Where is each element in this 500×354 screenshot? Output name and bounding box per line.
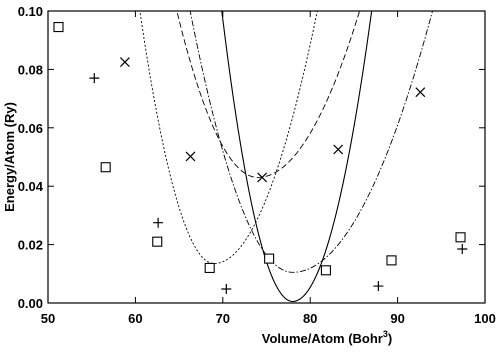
y-tick-label: 0.06 (18, 121, 43, 136)
cross-marker (415, 87, 426, 98)
x-tick-label: 90 (390, 311, 404, 326)
square-marker (152, 236, 163, 247)
x-tick-label: 50 (41, 311, 55, 326)
curve-dashed-2 (176, 11, 361, 178)
square-marker (320, 265, 331, 276)
x-axis-title: Volume/Atom (Bohr3) (262, 329, 392, 346)
y-tick-label: 0.02 (18, 238, 43, 253)
plus-marker (89, 73, 100, 84)
curve-dash-dot-3 (189, 11, 433, 273)
cross-marker (333, 144, 344, 155)
plus-marker (221, 283, 232, 294)
y-axis-title: Energy/Atom (Ry) (2, 102, 17, 212)
cross-marker (185, 151, 196, 162)
cross-marker (257, 172, 268, 183)
ticks-layer: 50 60 70 80 90 100 0.00 0.02 0.04 0.06 0.08 0.10 (18, 4, 496, 326)
y-tick-label: 0.00 (18, 296, 43, 311)
square-marker (455, 232, 466, 243)
curve-dotted-4 (139, 11, 318, 265)
square-marker (204, 262, 215, 274)
plus-marker (153, 217, 164, 228)
x-tick-label: 60 (128, 311, 142, 326)
y-tick-label: 0.08 (18, 62, 43, 77)
x-tick-label: 80 (303, 311, 317, 326)
y-tick-label: 0.10 (18, 4, 43, 19)
plus-marker (457, 243, 468, 254)
x-tick-label: 70 (216, 311, 230, 326)
cross-marker (119, 57, 130, 68)
plus-marker (373, 281, 384, 292)
square-marker (100, 162, 111, 173)
square-marker (386, 255, 397, 266)
markers-layer (53, 22, 468, 294)
plot-frame (47, 10, 486, 304)
square-marker (53, 22, 64, 33)
y-tick-label: 0.04 (18, 179, 44, 194)
square-marker (264, 253, 275, 264)
x-tick-label: 100 (474, 311, 496, 326)
